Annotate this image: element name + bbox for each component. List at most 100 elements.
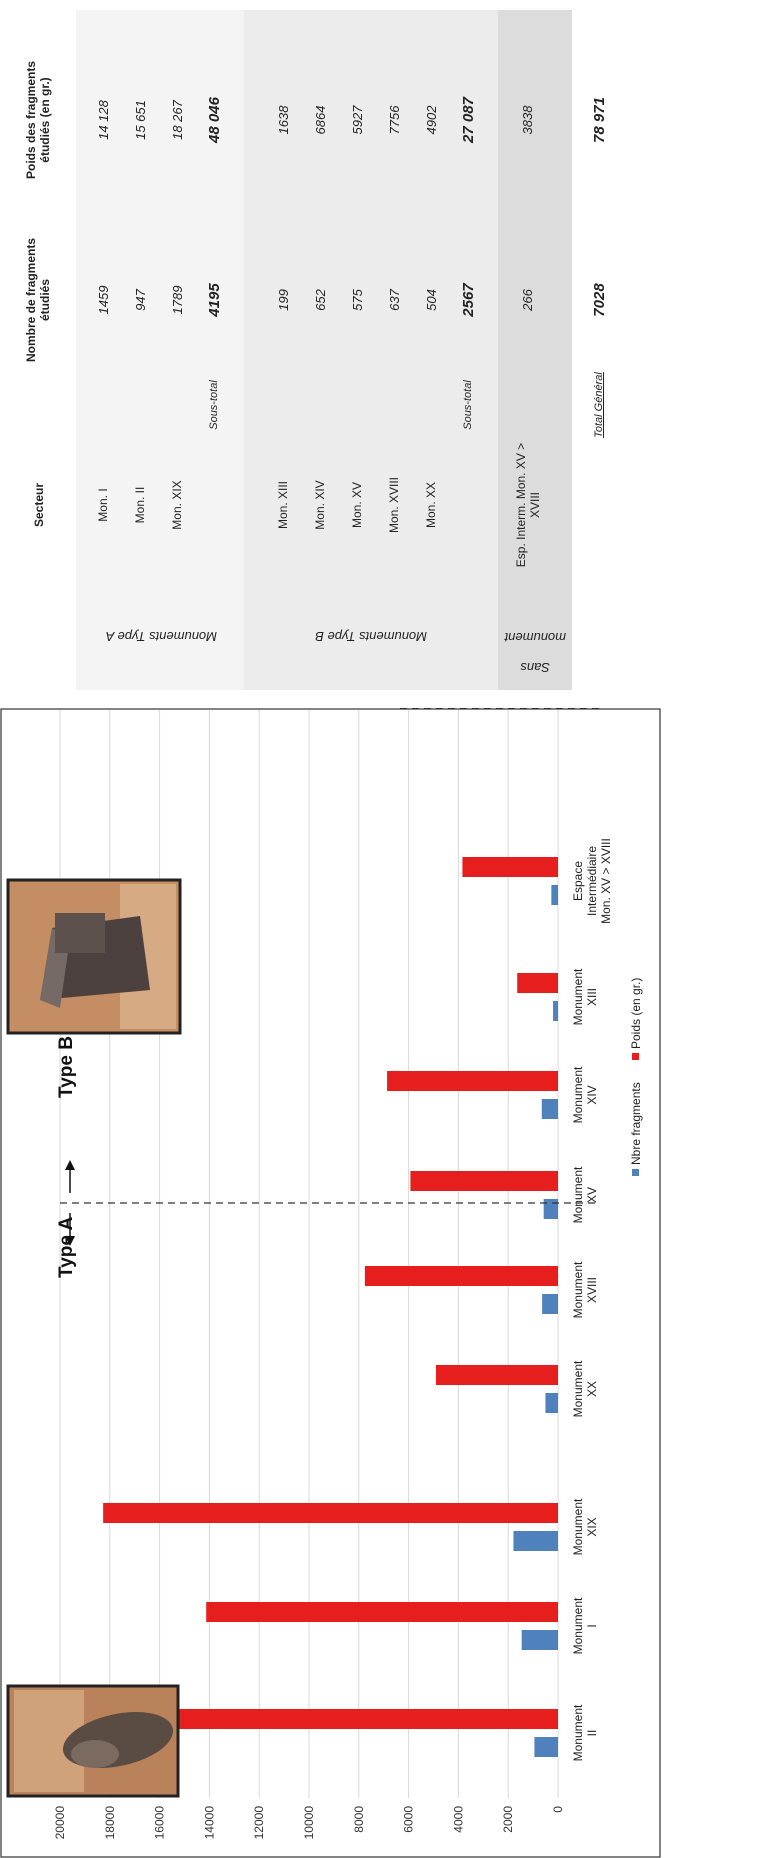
legend-swatch-fragments	[632, 1169, 639, 1176]
group-label-type-b: Monuments Type B	[315, 629, 427, 644]
y-tick-label: 18000	[103, 1806, 117, 1840]
row-nombre: 652	[313, 289, 328, 311]
category-label: Monument	[571, 1066, 585, 1123]
subtotal-poids: 27 087	[460, 97, 477, 143]
category-label: Monument	[571, 1166, 585, 1223]
row-secteur: Esp. Interm. Mon. XV > XVIII	[514, 442, 542, 568]
category-label: II	[585, 1730, 599, 1737]
bar-weight	[462, 857, 559, 877]
subtotal-poids: 48 046	[206, 97, 223, 143]
subtotal-label: Sous-total	[462, 380, 474, 430]
y-tick-label: 10000	[302, 1806, 316, 1840]
row-secteur: Mon. XVIII	[387, 476, 401, 534]
category-label: Espace	[571, 861, 585, 901]
category-label: XIX	[585, 1517, 599, 1536]
y-tick-label: 12000	[252, 1806, 266, 1840]
category-label: Monument	[571, 1498, 585, 1555]
category-label: Monument	[571, 968, 585, 1025]
legend: Nbre fragments Poids (en gr.)	[629, 978, 643, 1176]
subtotal-nombre: 2567	[460, 283, 477, 317]
category-label: Monument	[571, 1704, 585, 1761]
bar-fragments	[551, 885, 558, 905]
legend-label-fragments: Nbre fragments	[629, 1082, 643, 1165]
type-a-label: Type A	[56, 1216, 77, 1278]
row-nombre: 947	[133, 289, 148, 311]
y-tick-label: 8000	[352, 1806, 366, 1833]
row-poids: 1638	[276, 105, 291, 135]
row-poids: 15 651	[133, 100, 148, 140]
category-label: Monument	[571, 1261, 585, 1318]
row-poids: 14 128	[96, 100, 111, 140]
photo-type-b-block	[6, 878, 182, 1035]
bar-weight	[103, 1503, 558, 1523]
subtotal-label: Sous-total	[208, 380, 220, 430]
row-nombre: 504	[424, 289, 439, 311]
category-label: Mon. XV > XVIII	[599, 838, 613, 924]
row-secteur: Mon. XV	[350, 481, 364, 529]
row-poids: 6864	[313, 105, 328, 135]
category-label: Monument	[571, 1597, 585, 1654]
row-nombre: 199	[276, 289, 291, 311]
category-label: XIII	[585, 988, 599, 1006]
row-poids: 3838	[520, 105, 535, 135]
row-poids: 18 267	[170, 100, 185, 140]
bar-chart: 0 2000 4000 6000 8000 10000 12000 14000 16000 180…	[0, 708, 661, 1858]
chart-frame	[0, 708, 661, 1858]
group-label-type-a: Monuments Type A	[105, 629, 217, 644]
bar-fragments	[513, 1531, 559, 1551]
y-tick-label: 6000	[402, 1806, 416, 1833]
y-tick-label: 2000	[501, 1806, 515, 1833]
row-secteur: Mon. II	[133, 486, 147, 524]
row-poids: 5927	[350, 105, 365, 135]
bar-weight	[517, 973, 559, 993]
group-band-sans	[498, 10, 572, 690]
group-label-sans-monument: Sans monument	[504, 630, 566, 675]
bar-weight	[206, 1602, 558, 1622]
row-secteur: Mon. XIV	[313, 480, 327, 530]
row-secteur: Mon. XIII	[276, 480, 290, 530]
category-label: XVIII	[585, 1277, 599, 1303]
header-secteur: Secteur	[32, 482, 46, 528]
type-b-label: Type B	[56, 1036, 77, 1098]
bar-fragments	[541, 1099, 558, 1119]
category-label: Intermédiaire	[585, 846, 599, 916]
bar-fragments	[545, 1393, 558, 1413]
y-tick-label: 0	[551, 1806, 565, 1813]
row-nombre: 1789	[170, 285, 185, 315]
row-nombre: 266	[520, 289, 535, 311]
legend-swatch-weight	[632, 1053, 639, 1060]
bar-weight	[435, 1365, 558, 1385]
category-label: I	[585, 1624, 599, 1627]
type-arrows	[65, 1160, 75, 1246]
data-table: Secteur Nombre de fragments étudiés Poid…	[8, 10, 618, 690]
bar-weight	[168, 1709, 558, 1729]
row-poids: 4902	[424, 105, 439, 135]
row-secteur: Mon. XX	[424, 481, 438, 529]
y-tick-label: 4000	[451, 1806, 465, 1833]
y-tick-label: 16000	[153, 1806, 167, 1840]
photo-type-a-column	[6, 1684, 180, 1798]
bar-fragments	[553, 1001, 559, 1021]
row-nombre: 575	[350, 289, 365, 311]
row-secteur: Mon. I	[96, 488, 110, 522]
row-nombre: 637	[387, 289, 402, 311]
category-label: XX	[585, 1381, 599, 1397]
bar-weight	[410, 1171, 558, 1191]
row-poids: 7756	[387, 105, 402, 135]
bar-fragments	[521, 1630, 558, 1650]
bar-weight	[387, 1071, 558, 1091]
total-nombre: 7028	[591, 283, 608, 317]
legend-label-weight: Poids (en gr.)	[629, 978, 643, 1049]
header-poids: Poids des fragments étudiés (en gr.)	[24, 60, 52, 180]
bar-fragments	[542, 1294, 558, 1314]
total-poids: 78 971	[591, 97, 608, 143]
category-label: XIV	[585, 1085, 599, 1104]
header-nombre: Nombre de fragments étudiés	[24, 237, 52, 363]
row-secteur: Mon. XIX	[170, 480, 184, 530]
category-label: XV	[585, 1187, 599, 1203]
y-tick-label: 20000	[53, 1806, 67, 1840]
bar-weight	[364, 1266, 559, 1286]
total-label: Total Général	[593, 372, 605, 438]
row-nombre: 1459	[96, 285, 111, 315]
